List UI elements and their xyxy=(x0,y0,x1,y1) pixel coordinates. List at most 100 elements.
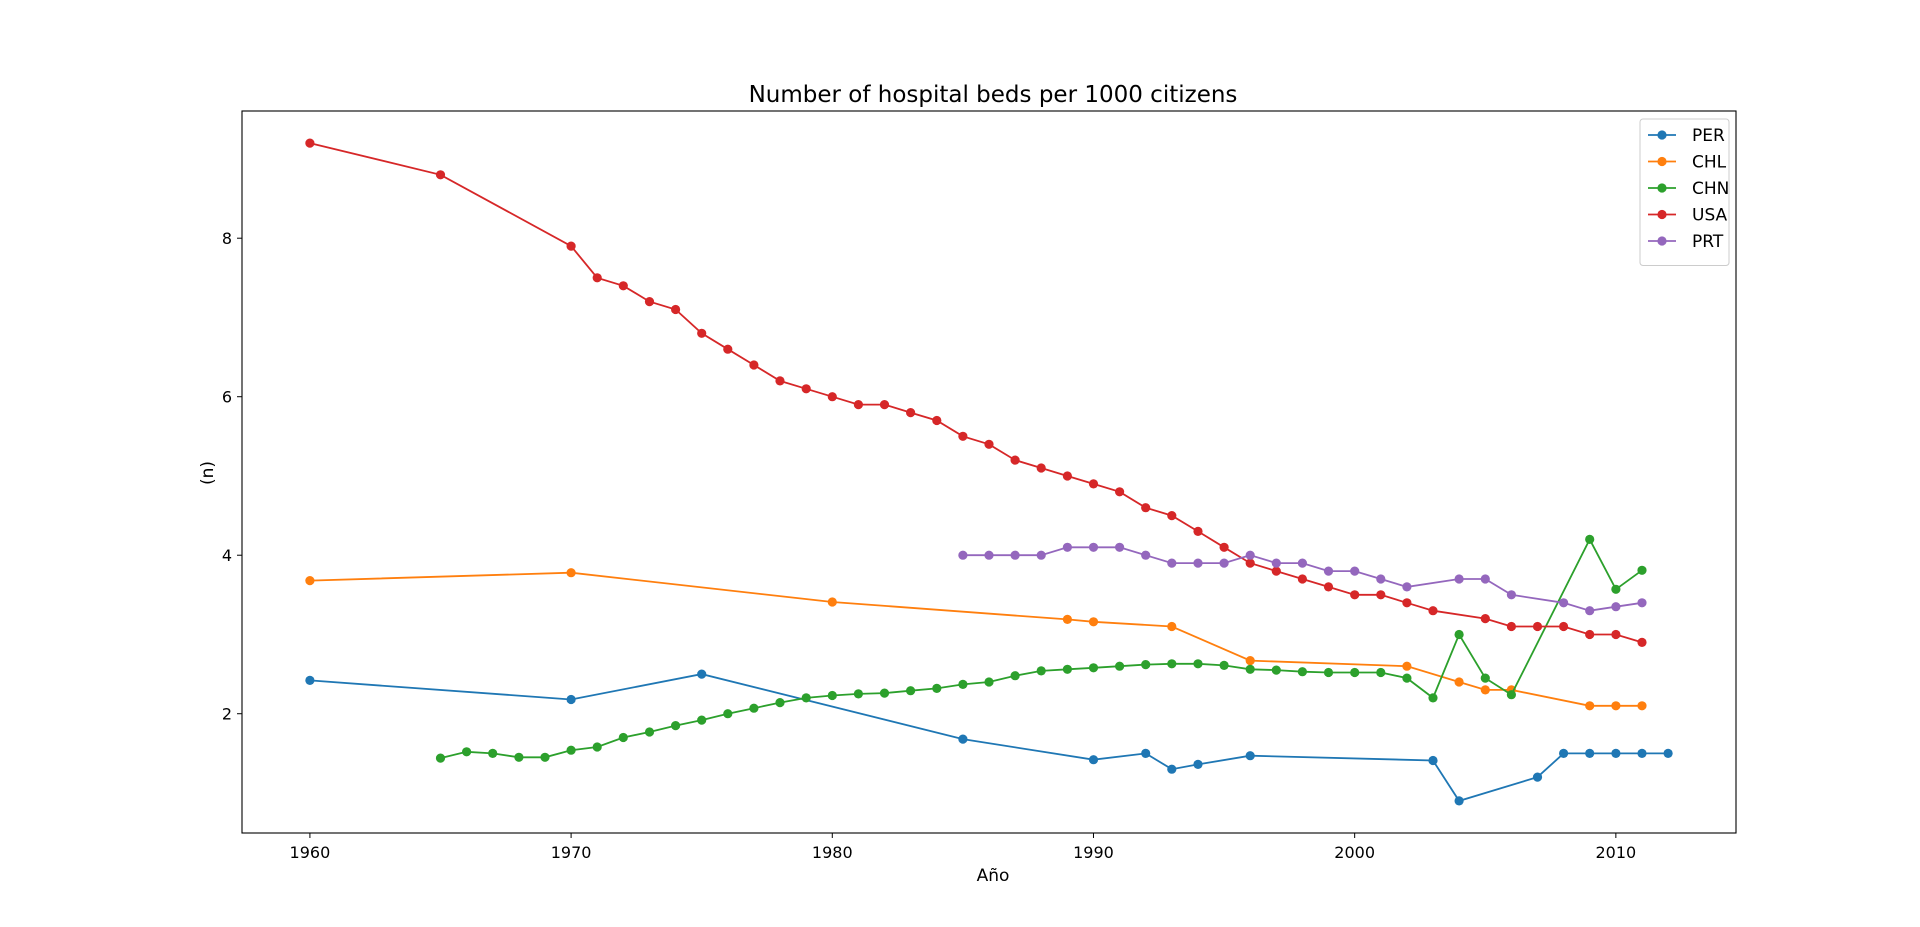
data-point xyxy=(749,360,759,370)
x-axis-label: Año xyxy=(977,866,1010,886)
data-point xyxy=(1376,574,1386,584)
legend-label: PRT xyxy=(1692,232,1724,252)
data-point xyxy=(1532,772,1543,782)
data-point xyxy=(488,748,498,759)
series-line-chl xyxy=(309,571,1642,707)
data-point xyxy=(1036,463,1046,473)
data-point xyxy=(932,683,942,694)
data-point xyxy=(1350,590,1360,600)
data-point xyxy=(984,439,994,449)
data-point xyxy=(1088,617,1099,627)
data-point xyxy=(1376,667,1386,678)
series-line-usa xyxy=(309,142,1643,644)
data-point xyxy=(1245,751,1255,761)
data-point xyxy=(1559,621,1569,632)
series-per xyxy=(305,669,1673,806)
plot-area xyxy=(305,138,1673,806)
series-usa xyxy=(305,138,1647,648)
data-point xyxy=(671,304,681,315)
data-point xyxy=(1611,629,1621,640)
data-point xyxy=(1088,479,1099,489)
data-point xyxy=(1193,526,1203,537)
data-point xyxy=(540,752,550,762)
data-point xyxy=(1036,666,1046,676)
x-tick-label: 1990 xyxy=(1073,843,1114,862)
data-point xyxy=(801,384,811,394)
data-point xyxy=(435,753,446,763)
x-tick-label: 1980 xyxy=(812,843,853,862)
data-point xyxy=(592,742,602,752)
data-point xyxy=(644,727,655,737)
data-point xyxy=(827,392,837,402)
series-line-per xyxy=(309,673,1669,802)
data-point xyxy=(1167,621,1177,632)
legend-item-chl: CHL xyxy=(1648,153,1727,173)
data-point xyxy=(1480,685,1490,695)
data-point xyxy=(1428,693,1438,703)
data-point xyxy=(1585,534,1595,545)
data-point xyxy=(566,694,576,705)
data-point xyxy=(697,328,707,338)
data-point xyxy=(1193,659,1203,669)
data-point xyxy=(1245,558,1255,568)
series-prt xyxy=(958,542,1647,616)
data-point xyxy=(514,752,524,762)
data-point xyxy=(1297,558,1307,568)
data-point xyxy=(1637,701,1647,711)
data-point xyxy=(1245,664,1255,674)
y-tick-label: 4 xyxy=(222,546,232,565)
data-point xyxy=(1585,748,1595,759)
data-point xyxy=(879,688,890,698)
legend-marker xyxy=(1657,130,1667,140)
data-point xyxy=(1088,542,1099,552)
data-point xyxy=(1141,550,1151,560)
data-point xyxy=(1193,759,1203,770)
data-point xyxy=(1141,748,1151,759)
data-point xyxy=(1115,487,1125,497)
data-point xyxy=(566,241,576,251)
data-point xyxy=(1402,598,1412,608)
legend-label: USA xyxy=(1692,206,1728,226)
data-point xyxy=(1480,614,1490,624)
data-point xyxy=(1062,471,1072,481)
data-point xyxy=(1637,598,1647,608)
data-point xyxy=(566,568,576,578)
data-point xyxy=(958,550,968,560)
data-point xyxy=(1611,602,1621,612)
y-tick-label: 2 xyxy=(222,705,232,724)
y-axis-label: (n) xyxy=(198,461,218,485)
data-point xyxy=(697,669,707,679)
data-point xyxy=(1062,664,1072,674)
data-point xyxy=(984,550,994,560)
data-point xyxy=(671,721,681,731)
data-point xyxy=(1611,701,1621,711)
data-point xyxy=(1167,510,1177,521)
data-point xyxy=(1141,503,1151,513)
data-point xyxy=(1088,663,1099,673)
legend-item-per: PER xyxy=(1648,126,1725,146)
data-point xyxy=(1585,701,1595,711)
data-point xyxy=(462,747,472,757)
data-point xyxy=(1637,565,1647,575)
legend-item-chn: CHN xyxy=(1648,179,1729,199)
data-point xyxy=(1323,566,1334,576)
data-point xyxy=(1611,748,1621,759)
legend: PER CHL CHN USA PRT xyxy=(1639,118,1730,266)
data-point xyxy=(801,693,811,703)
data-point xyxy=(592,273,602,283)
data-point xyxy=(958,734,968,744)
legend-box xyxy=(1639,118,1730,266)
data-point xyxy=(958,679,968,690)
legend-label: CHN xyxy=(1692,179,1729,199)
series-chn xyxy=(435,534,1647,763)
data-point xyxy=(1480,673,1490,683)
data-point xyxy=(1323,582,1334,592)
x-tick-label: 1960 xyxy=(290,843,331,862)
data-point xyxy=(1428,755,1438,766)
data-point xyxy=(305,576,315,586)
legend-item-prt: PRT xyxy=(1648,232,1724,252)
data-point xyxy=(1167,558,1177,568)
data-point xyxy=(1219,558,1229,568)
data-point xyxy=(1559,598,1569,608)
